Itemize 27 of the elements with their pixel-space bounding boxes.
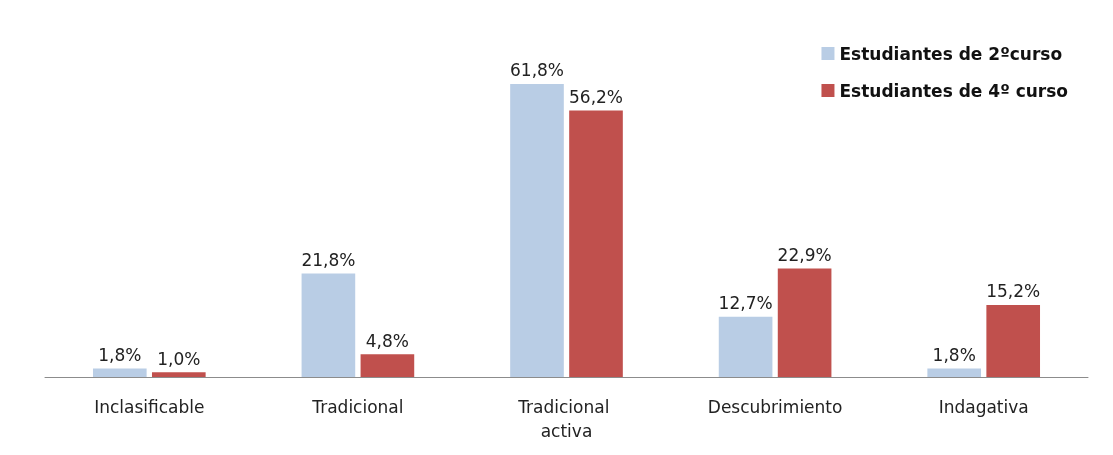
x-tick-label: Inclasificable [94,397,205,417]
data-label: 21,8% [301,250,356,271]
data-label: 61,8% [509,60,565,81]
legend-label: Estudiantes de 2ºcurso [839,43,1063,64]
data-label: 1,0% [157,348,201,369]
data-label: 22,9% [777,244,832,265]
x-tick-label: Indagativa [938,397,1029,417]
bar [510,83,564,377]
bar [92,368,147,377]
bar [301,273,356,377]
x-tick-label: Descubrimiento [707,397,843,417]
bar [569,110,623,377]
data-label: 56,2% [568,86,624,107]
bar [986,304,1041,377]
bar [777,268,832,377]
data-label: 1,8% [98,344,142,365]
bar [718,316,773,377]
x-tick-label: Tradicional [311,397,404,417]
legend-label: Estudiantes de 4º curso [839,80,1069,101]
x-tick-label: Tradicional activa [517,397,615,441]
bar [151,372,206,377]
data-label: 12,7% [718,293,773,314]
bar [360,354,415,377]
data-label: 15,2% [986,281,1041,302]
data-label: 1,8% [932,344,976,365]
bar [927,368,982,377]
data-label: 4,8% [365,330,409,351]
